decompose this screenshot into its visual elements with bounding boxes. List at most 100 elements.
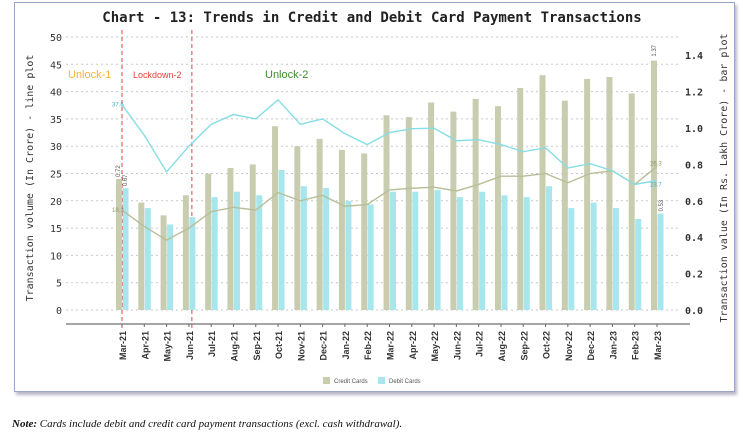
x-tick-label: Oct-22 xyxy=(542,331,552,359)
bar-debit-cards xyxy=(300,186,307,310)
bar-credit-cards xyxy=(539,75,546,310)
bar-debit-cards xyxy=(233,191,240,310)
note-label: Note: xyxy=(12,418,38,430)
bar-debit-cards xyxy=(612,208,619,310)
data-label: 26.3 xyxy=(650,161,662,167)
x-tick-label: Aug-22 xyxy=(497,331,507,362)
y2-tick-label: 1.0 xyxy=(685,124,703,135)
bar-credit-cards xyxy=(116,178,122,310)
y-tick-label: 5 xyxy=(56,279,62,290)
bar-debit-cards xyxy=(256,195,263,310)
bar-credit-cards xyxy=(428,102,435,311)
y-tick-label: 15 xyxy=(50,224,62,235)
bar-credit-cards xyxy=(450,111,457,311)
x-tick-label: Dec-22 xyxy=(586,331,596,361)
data-label: 23.7 xyxy=(650,183,662,189)
bar-debit-cards xyxy=(479,191,486,310)
bar-credit-cards xyxy=(561,100,568,310)
bar-credit-cards xyxy=(294,146,301,310)
x-tick-label: Aug-21 xyxy=(229,331,239,362)
data-label: 0.72 xyxy=(116,165,122,177)
y-tick-label: 45 xyxy=(50,60,62,71)
x-tick-label: Jul-21 xyxy=(207,331,217,357)
y2-tick-label: 1.2 xyxy=(685,88,703,99)
bar-credit-cards xyxy=(383,115,390,310)
bar-credit-cards xyxy=(338,149,345,310)
bar-debit-cards xyxy=(523,197,530,310)
y2-tick-label: 0.6 xyxy=(685,197,703,208)
data-label: 1.37 xyxy=(652,44,658,56)
y2-tick-label: 0.2 xyxy=(685,270,703,281)
bar-debit-cards xyxy=(635,219,642,310)
x-tick-label: Nov-22 xyxy=(564,331,574,361)
bar-credit-cards xyxy=(651,60,657,310)
chart-title: Chart - 13: Trends in Credit and Debit C… xyxy=(102,10,641,26)
bar-debit-cards xyxy=(278,169,285,310)
y-tick-label: 35 xyxy=(50,115,62,126)
y2-tick-label: 1.4 xyxy=(685,51,703,62)
bar-credit-cards xyxy=(272,126,279,311)
x-tick-label: Mar-22 xyxy=(386,331,396,360)
y2-axis-label: Transaction value (In Rs. Lakh Crore) - … xyxy=(719,34,730,323)
legend-label-debit-cards: Debit Cards xyxy=(389,379,421,385)
bar-credit-cards xyxy=(584,78,591,310)
bar-credit-cards xyxy=(405,117,412,310)
bar-debit-cards xyxy=(211,197,218,310)
bar-credit-cards xyxy=(517,87,524,311)
y-tick-label: 30 xyxy=(50,142,62,153)
data-label: 0.67 xyxy=(123,174,129,186)
phase-label-unlock-2: Unlock-2 xyxy=(265,69,308,81)
bar-debit-cards xyxy=(546,186,553,310)
bar-debit-cards xyxy=(501,195,508,310)
note-text: Cards include debit and credit card paym… xyxy=(39,418,403,430)
legend-label-credit-cards: Credit Cards xyxy=(334,379,368,385)
bar-credit-cards xyxy=(182,195,189,310)
bar-credit-cards xyxy=(494,106,501,310)
x-tick-label: Jan-22 xyxy=(341,331,351,360)
bar-debit-cards xyxy=(367,204,374,310)
x-tick-label: Sep-21 xyxy=(252,331,262,361)
x-tick-label: Apr-22 xyxy=(408,331,418,360)
y2-tick-label: 0.0 xyxy=(685,306,703,317)
bar-debit-cards xyxy=(323,188,330,310)
x-tick-label: Feb-22 xyxy=(363,331,373,360)
bar-credit-cards xyxy=(316,138,323,310)
bar-credit-cards xyxy=(606,77,613,310)
line-credit-cards-volume xyxy=(121,165,658,241)
footnote: Note: Cards include debit and credit car… xyxy=(12,418,402,430)
bar-debit-cards xyxy=(590,202,597,310)
data-label: 18.3 xyxy=(112,208,124,214)
bar-credit-cards xyxy=(361,153,368,310)
y2-tick-label: 0.4 xyxy=(685,233,703,244)
phase-label-unlock-1: Unlock-1 xyxy=(68,69,111,81)
legend-swatch-debit-cards xyxy=(378,377,385,384)
x-tick-label: Dec-21 xyxy=(319,331,329,361)
bar-debit-cards xyxy=(122,188,129,310)
bar-debit-cards xyxy=(568,208,575,310)
bar-credit-cards xyxy=(628,93,635,310)
legend-swatch-credit-cards xyxy=(323,377,330,384)
bar-debit-cards xyxy=(167,224,174,310)
x-tick-label: Mar-23 xyxy=(653,331,663,360)
y2-tick-label: 0.8 xyxy=(685,160,703,171)
data-label: 0.53 xyxy=(659,199,665,211)
phase-label-lockdown-2: Lockdown-2 xyxy=(133,70,182,80)
y-tick-label: 0 xyxy=(56,306,62,317)
bar-debit-cards xyxy=(456,197,463,310)
y-tick-label: 25 xyxy=(50,170,62,181)
bar-credit-cards xyxy=(227,168,234,310)
data-label: 37.6 xyxy=(112,103,124,109)
bar-debit-cards xyxy=(390,191,396,310)
bar-debit-cards xyxy=(434,189,441,310)
x-tick-label: Oct-21 xyxy=(274,331,284,359)
x-tick-label: Feb-23 xyxy=(631,331,641,360)
x-tick-label: Apr-21 xyxy=(140,331,150,360)
x-tick-label: Sep-22 xyxy=(519,331,529,361)
chart-frame xyxy=(14,2,735,392)
bar-debit-cards xyxy=(144,208,151,310)
bar-credit-cards xyxy=(472,98,479,310)
bar-debit-cards xyxy=(345,200,352,310)
x-tick-label: Jan-23 xyxy=(608,331,618,360)
bar-debit-cards xyxy=(657,213,664,310)
